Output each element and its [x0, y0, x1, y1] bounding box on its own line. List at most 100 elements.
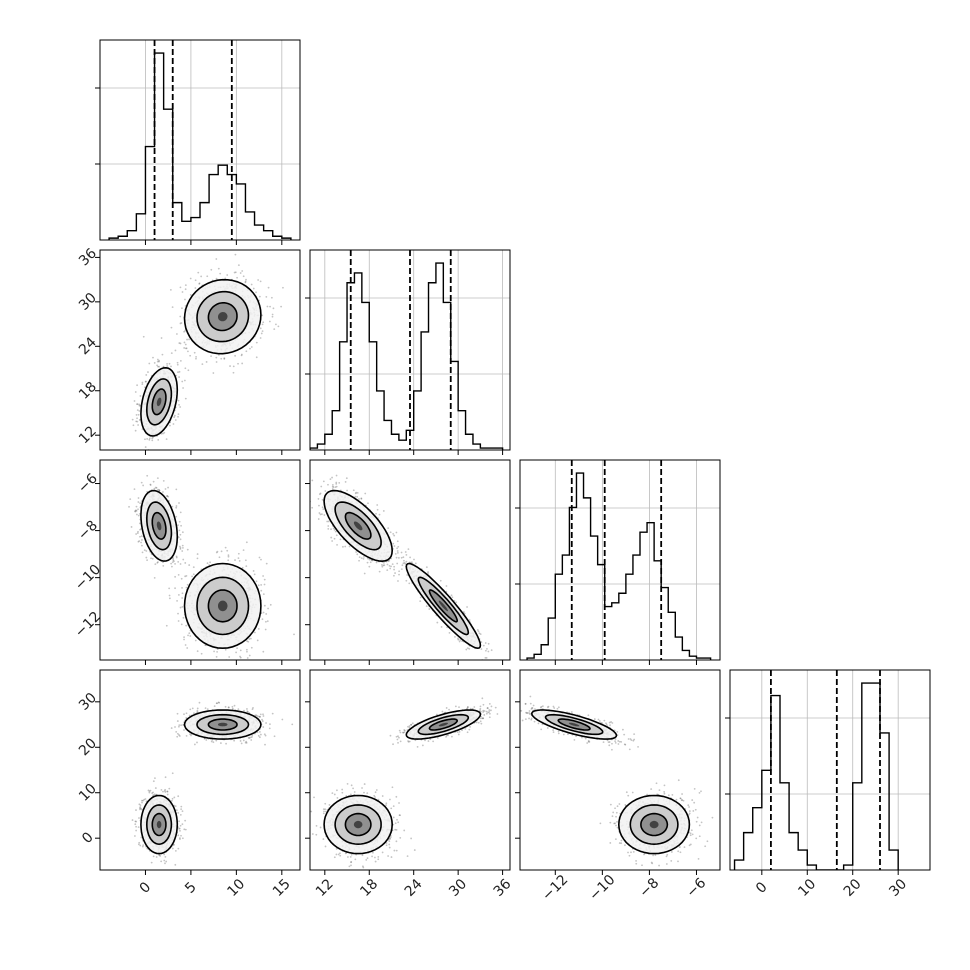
sample-point — [358, 559, 360, 562]
sample-point — [165, 438, 168, 441]
sample-point — [395, 556, 398, 559]
sample-point — [459, 639, 462, 641]
sample-point — [262, 593, 265, 596]
sample-point — [272, 307, 275, 310]
sample-point — [234, 354, 237, 357]
sample-point — [166, 362, 168, 365]
sample-point — [177, 594, 180, 596]
sample-point — [176, 361, 179, 364]
sample-point — [333, 537, 336, 540]
sample-point — [382, 510, 385, 512]
sample-point — [245, 565, 248, 568]
sample-point — [196, 553, 199, 555]
sample-point — [148, 437, 151, 440]
sample-point — [462, 611, 465, 613]
sample-point — [215, 655, 218, 658]
sample-point — [356, 553, 359, 556]
sample-point — [181, 592, 184, 595]
sample-point — [181, 531, 184, 534]
sample-point — [229, 365, 231, 367]
sample-point — [162, 432, 164, 435]
sample-point — [387, 527, 390, 530]
sample-point — [182, 546, 184, 549]
sample-point — [136, 409, 139, 411]
sample-point — [245, 541, 248, 544]
sample-point — [188, 338, 190, 341]
sample-point — [138, 410, 141, 412]
sample-point — [171, 306, 174, 309]
sample-point — [182, 558, 185, 561]
sample-point — [358, 498, 360, 500]
sample-point — [140, 481, 143, 484]
sample-point — [393, 534, 396, 537]
sample-point — [184, 367, 187, 370]
sample-point — [344, 481, 347, 483]
sample-point — [177, 371, 179, 374]
sample-point — [129, 498, 132, 501]
sample-point — [138, 540, 141, 542]
sample-point — [232, 365, 235, 368]
density-contour — [218, 600, 228, 612]
sample-point — [195, 357, 197, 360]
sample-point — [167, 486, 169, 489]
sample-point — [368, 565, 371, 568]
sample-point — [154, 563, 157, 566]
sample-point — [476, 629, 479, 631]
sample-point — [149, 483, 152, 486]
sample-point — [174, 587, 176, 590]
sample-point — [259, 327, 262, 330]
sample-point — [137, 424, 140, 426]
sample-point — [172, 557, 174, 560]
sample-point — [139, 395, 142, 397]
sample-point — [196, 557, 199, 560]
sample-point — [144, 438, 146, 441]
sample-point — [239, 656, 242, 659]
sample-point — [184, 397, 187, 400]
sample-point — [179, 315, 182, 318]
sample-point — [393, 545, 396, 547]
sample-point — [180, 577, 183, 580]
sample-point — [138, 419, 141, 421]
sample-point — [134, 429, 137, 432]
sample-point — [185, 586, 188, 589]
sample-point — [171, 561, 174, 564]
sample-point — [403, 561, 406, 564]
sample-point — [236, 647, 238, 650]
sample-point — [193, 351, 196, 354]
sample-point — [145, 550, 148, 552]
sample-point — [138, 403, 141, 406]
sample-point — [187, 634, 189, 637]
sample-point — [484, 649, 487, 652]
sample-point — [261, 314, 264, 317]
sample-point — [240, 354, 243, 357]
sample-point — [360, 497, 363, 500]
sample-point — [167, 495, 170, 498]
sample-point — [393, 568, 395, 571]
sample-point — [177, 560, 180, 563]
sample-point — [402, 556, 405, 559]
sample-point — [218, 556, 221, 559]
y-tick-label: 12 — [76, 423, 100, 447]
histogram-p2 — [310, 262, 504, 450]
sample-point — [264, 628, 267, 631]
sample-point — [175, 555, 178, 558]
sample-point — [396, 562, 399, 565]
sample-point — [175, 515, 178, 518]
sample-point — [210, 268, 213, 271]
sample-point — [237, 264, 240, 267]
sample-point — [186, 647, 189, 649]
sample-point — [176, 599, 178, 602]
sample-point — [226, 274, 229, 276]
sample-point — [178, 520, 181, 523]
sample-point — [157, 365, 159, 368]
panel-3-1: −12−10−8−6 — [72, 459, 301, 665]
sample-point — [319, 492, 322, 495]
sample-point — [204, 644, 207, 646]
sample-point — [389, 531, 392, 534]
sample-point — [192, 573, 195, 576]
sample-point — [186, 583, 189, 586]
sample-point — [156, 360, 159, 363]
sample-point — [228, 656, 231, 658]
sample-point — [245, 648, 248, 651]
sample-point — [321, 506, 324, 509]
